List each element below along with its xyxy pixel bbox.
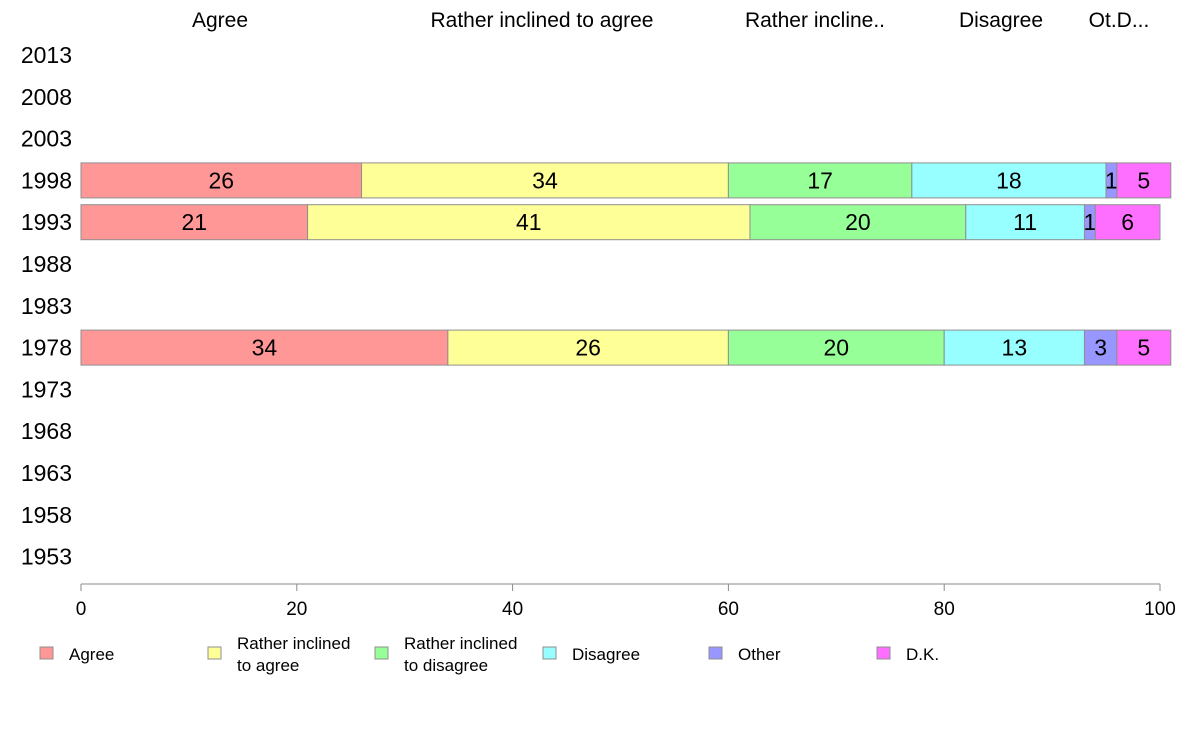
x-tick-label-0: 0: [76, 599, 87, 620]
year-label-1973: 1973: [21, 376, 72, 402]
bar-segment-1978-1: [80, 329, 449, 366]
year-label-1963: 1963: [21, 460, 72, 486]
year-label-2013: 2013: [21, 42, 72, 68]
bar-segment-1998-3: [727, 162, 913, 199]
bar-segment-1993-2: [307, 204, 751, 241]
bar-segment-1998-2: [361, 162, 729, 199]
bar-value-label-1978-5: 3: [1094, 335, 1107, 361]
year-label-1953: 1953: [21, 544, 72, 570]
bar-segment-1978-6: [1116, 329, 1172, 366]
x-tick-label-20: 20: [286, 599, 307, 620]
year-label-1988: 1988: [21, 251, 72, 277]
bar-value-label-1998-6: 5: [1137, 167, 1150, 193]
bar-segment-1978-5: [1083, 329, 1118, 366]
legend-swatch-4: [542, 646, 557, 660]
bar-segment-1993-1: [80, 204, 309, 241]
bar-value-label-1993-3: 20: [845, 209, 871, 235]
bar-value-label-1998-2: 34: [532, 167, 558, 193]
legend-label-3-line-2: to disagree: [404, 656, 488, 675]
legend-swatch-5: [708, 646, 723, 660]
bar-segment-1998-6: [1116, 162, 1172, 199]
column-header-5: Ot.D...: [1089, 9, 1150, 32]
legend-label-1: Agree: [69, 645, 114, 664]
bar-segment-1993-4: [965, 204, 1085, 241]
year-label-2008: 2008: [21, 84, 72, 110]
bar-value-label-1998-5: 1: [1105, 167, 1118, 193]
x-tick-label-40: 40: [502, 599, 523, 620]
legend-label-5: Other: [738, 645, 781, 664]
bar-value-label-1978-3: 20: [824, 335, 850, 361]
legend-label-3-line-1: Rather inclined: [404, 634, 517, 653]
bar-segment-1978-3: [727, 329, 945, 366]
bar-value-label-1978-6: 5: [1137, 335, 1150, 361]
column-header-4: Disagree: [959, 9, 1043, 32]
x-tick-label-80: 80: [934, 599, 955, 620]
column-header-3: Rather incline..: [745, 9, 885, 32]
bar-value-label-1993-2: 41: [516, 209, 542, 235]
bar-segment-1993-3: [749, 204, 967, 241]
legend-swatch-2: [207, 646, 222, 660]
bar-segment-1998-1: [80, 162, 363, 199]
bar-value-label-1978-1: 34: [252, 335, 278, 361]
bar-segment-1978-4: [943, 329, 1085, 366]
legend-swatch-3: [374, 646, 389, 660]
year-label-1993: 1993: [21, 209, 72, 235]
year-label-1958: 1958: [21, 502, 72, 528]
x-tick-label-60: 60: [718, 599, 739, 620]
x-tick-label-100: 100: [1144, 599, 1176, 620]
column-header-1: Agree: [192, 9, 248, 32]
bar-value-label-1978-2: 26: [575, 335, 601, 361]
legend-label-4: Disagree: [572, 645, 640, 664]
bar-segment-1978-2: [447, 329, 729, 366]
column-header-2: Rather inclined to agree: [431, 9, 654, 32]
bar-value-label-1998-4: 18: [996, 167, 1022, 193]
legend-label-2-line-2: to agree: [237, 656, 299, 675]
legend-swatch-1: [39, 646, 54, 660]
year-label-1978: 1978: [21, 335, 72, 361]
bar-value-label-1993-5: 1: [1083, 209, 1096, 235]
legend-swatch-6: [876, 646, 891, 660]
bar-value-label-1978-4: 13: [1002, 335, 1028, 361]
year-label-1983: 1983: [21, 293, 72, 319]
year-label-1998: 1998: [21, 167, 72, 193]
bar-value-label-1993-4: 11: [1013, 209, 1037, 235]
bar-value-label-1998-3: 17: [807, 167, 833, 193]
bar-value-label-1993-1: 21: [181, 209, 207, 235]
year-label-1968: 1968: [21, 418, 72, 444]
legend-label-2-line-1: Rather inclined: [237, 634, 350, 653]
bar-value-label-1993-6: 6: [1121, 209, 1134, 235]
bar-segment-1993-6: [1094, 204, 1161, 241]
year-label-2003: 2003: [21, 126, 72, 152]
bar-value-label-1998-1: 26: [208, 167, 234, 193]
legend-label-6: D.K.: [906, 645, 939, 664]
